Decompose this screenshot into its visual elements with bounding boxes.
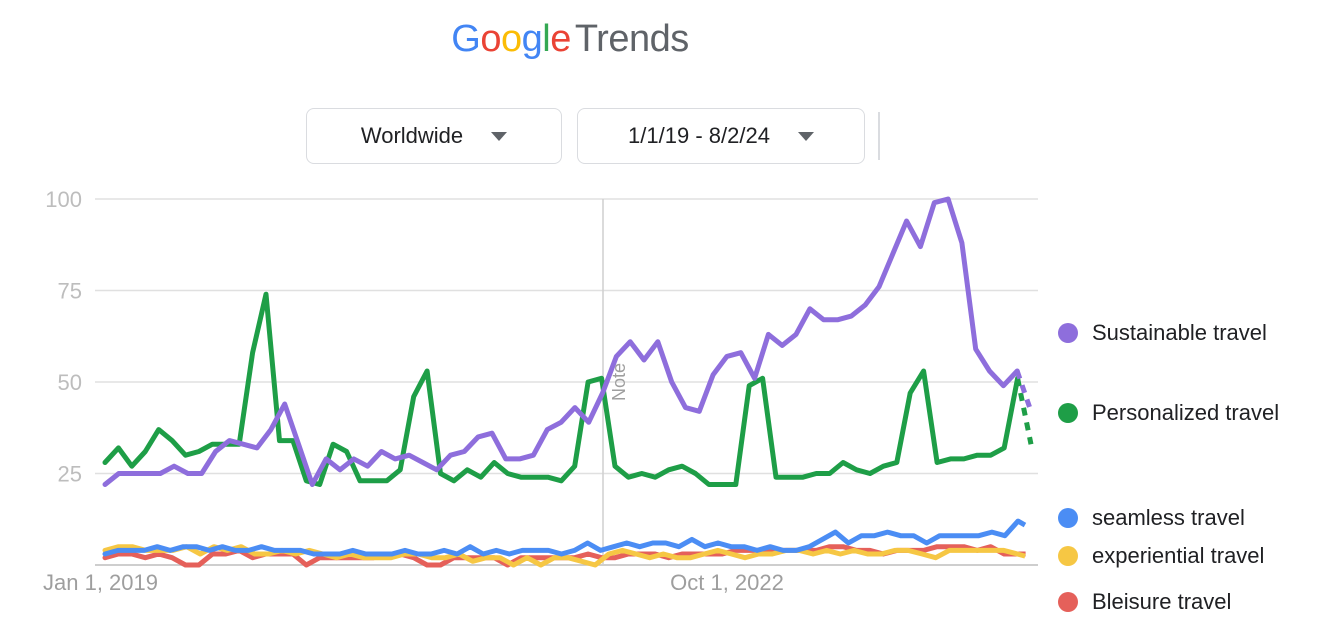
next-dropdown-edge bbox=[878, 112, 880, 160]
trends-logo-text: Trends bbox=[574, 18, 689, 60]
legend-item: Personalized travel bbox=[1058, 400, 1279, 426]
dropdown-caret-icon bbox=[491, 131, 508, 141]
x-tick-label: Jan 1, 2019 bbox=[43, 570, 158, 595]
series-line-partial-sustainable-travel bbox=[1014, 370, 1034, 413]
legend-item: Bleisure travel bbox=[1058, 589, 1231, 615]
legend-label: experiential travel bbox=[1092, 543, 1265, 568]
series-line-partial-experiential-travel bbox=[1016, 551, 1032, 561]
legend-label: seamless travel bbox=[1092, 505, 1245, 530]
y-tick-label: 50 bbox=[58, 370, 82, 395]
legend-dot-icon bbox=[1058, 403, 1078, 423]
series-line-personalized-travel bbox=[102, 291, 1021, 487]
series-line-partial-personalized-travel bbox=[1015, 377, 1034, 445]
x-tick-label: Oct 1, 2022 bbox=[670, 570, 784, 595]
legend-dot-icon bbox=[1058, 508, 1078, 528]
series-line-experiential-travel bbox=[102, 544, 1020, 568]
y-tick-label: 75 bbox=[58, 279, 82, 304]
region-dropdown-label: Worldwide bbox=[360, 123, 464, 148]
date-range-dropdown-label: 1/1/19 - 8/2/24 bbox=[628, 123, 770, 148]
google-trends-logo: Google Trends bbox=[0, 18, 1140, 61]
legend-item: Sustainable travel bbox=[1058, 320, 1267, 346]
legend-dot-icon bbox=[1058, 546, 1078, 566]
google-logo-text: Google bbox=[451, 18, 571, 60]
legend-label: Bleisure travel bbox=[1092, 589, 1232, 614]
legend-dot-icon bbox=[1058, 323, 1078, 343]
region-dropdown[interactable]: Worldwide bbox=[306, 108, 562, 164]
series-line-sustainable-travel bbox=[102, 196, 1020, 487]
y-tick-label: 25 bbox=[58, 462, 82, 487]
y-tick-label: 100 bbox=[45, 187, 82, 212]
date-range-dropdown[interactable]: 1/1/19 - 8/2/24 bbox=[577, 108, 865, 164]
legend-label: Sustainable travel bbox=[1092, 320, 1267, 345]
legend-dot-icon bbox=[1058, 592, 1078, 612]
legend-item: experiential travel bbox=[1058, 543, 1264, 569]
dropdown-caret-icon bbox=[797, 131, 814, 141]
note-label[interactable]: Note bbox=[609, 363, 629, 401]
series-line-seamless-travel bbox=[102, 518, 1021, 557]
legend-item: seamless travel bbox=[1058, 505, 1245, 531]
series-line-partial-seamless-travel bbox=[1016, 518, 1033, 531]
legend-label: Personalized travel bbox=[1092, 400, 1280, 425]
